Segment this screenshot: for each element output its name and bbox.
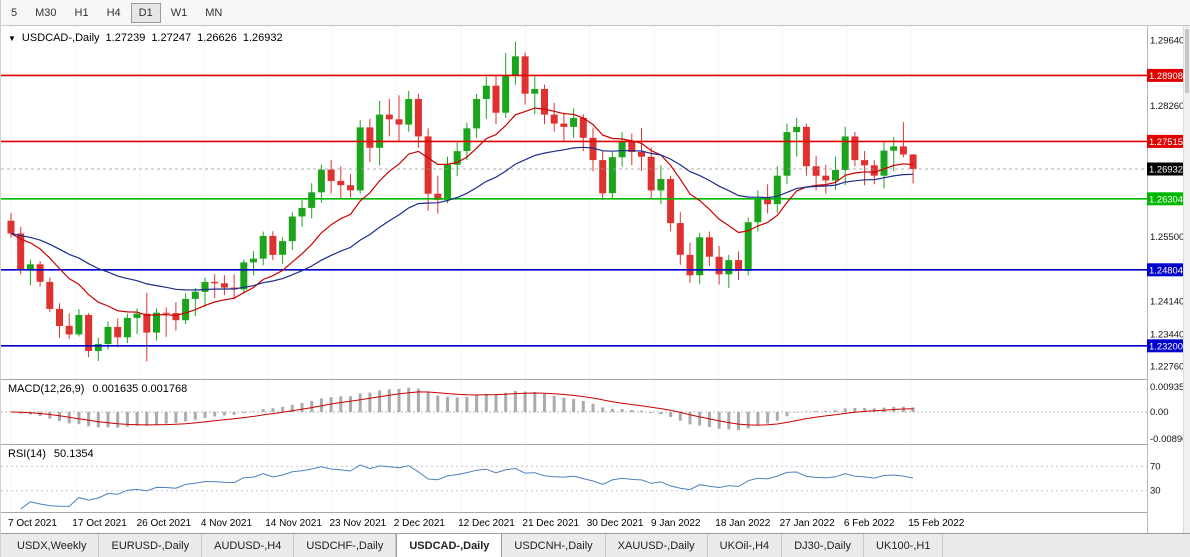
ma-slow-line bbox=[10, 146, 914, 291]
svg-text:1.26932: 1.26932 bbox=[1149, 165, 1183, 175]
rsi-indicator bbox=[1, 464, 1147, 510]
svg-text:1.23440: 1.23440 bbox=[1150, 330, 1184, 341]
price-axis[interactable]: 1.29640 1.28260 1.25500 1.24140 1.23440 1.227… bbox=[1150, 36, 1188, 497]
svg-text:-0.00890: -0.00890 bbox=[1150, 434, 1188, 445]
vertical-scrollbar[interactable] bbox=[1183, 26, 1190, 533]
chart-tab-audusd-h4[interactable]: AUDUSD-,H4 bbox=[202, 534, 295, 557]
timeframe-button-mn[interactable]: MN bbox=[205, 6, 223, 19]
chart-tab-usdchf-daily[interactable]: USDCHF-,Daily bbox=[294, 534, 397, 557]
svg-text:1.23200: 1.23200 bbox=[1149, 341, 1183, 351]
timeframe-button-w1[interactable]: W1 bbox=[170, 6, 188, 19]
price-badges: 1.28908 1.27515 1.26304 1.24804 1.23200 1.269… bbox=[1147, 68, 1185, 353]
chart-tab-dj30-daily[interactable]: DJ30-,Daily bbox=[782, 534, 865, 557]
svg-text:30: 30 bbox=[1150, 486, 1161, 497]
ma-fast-line bbox=[10, 107, 914, 317]
svg-text:1.25500: 1.25500 bbox=[1150, 232, 1184, 243]
svg-text:23 Nov 2021: 23 Nov 2021 bbox=[330, 518, 387, 529]
svg-text:4 Nov 2021: 4 Nov 2021 bbox=[201, 518, 253, 529]
timeframe-toolbar: 5 M30 H1 H4 D1 W1 MN bbox=[1, 0, 1190, 26]
svg-text:1.22760: 1.22760 bbox=[1150, 362, 1184, 373]
timeframe-button-h1[interactable]: H1 bbox=[74, 6, 89, 19]
svg-text:1.24804: 1.24804 bbox=[1149, 265, 1183, 275]
candlestick-series[interactable] bbox=[7, 41, 917, 362]
chart-tab-ukoil-h4[interactable]: UKOil-,H4 bbox=[708, 534, 783, 557]
svg-text:30 Dec 2021: 30 Dec 2021 bbox=[587, 518, 644, 529]
scrollbar-thumb[interactable] bbox=[1185, 29, 1189, 93]
chart-tab-eurusd-daily[interactable]: EURUSD-,Daily bbox=[99, 534, 203, 557]
chart-tab-usdcnh-daily[interactable]: USDCNH-,Daily bbox=[502, 534, 606, 557]
svg-text:2 Dec 2021: 2 Dec 2021 bbox=[394, 518, 446, 529]
svg-text:15 Feb 2022: 15 Feb 2022 bbox=[908, 518, 965, 529]
timeframe-button-5[interactable]: 5 bbox=[11, 6, 18, 19]
svg-text:1.29640: 1.29640 bbox=[1150, 36, 1184, 47]
svg-text:21 Dec 2021: 21 Dec 2021 bbox=[522, 518, 579, 529]
svg-text:9 Jan 2022: 9 Jan 2022 bbox=[651, 518, 701, 529]
svg-text:12 Dec 2021: 12 Dec 2021 bbox=[458, 518, 515, 529]
svg-text:0.00: 0.00 bbox=[1150, 407, 1169, 418]
svg-text:1.24140: 1.24140 bbox=[1150, 296, 1184, 307]
svg-text:0.00935: 0.00935 bbox=[1150, 382, 1184, 393]
macd-indicator bbox=[1, 387, 1147, 431]
chart-tabs-bar: USDX,Weekly EURUSD-,Daily AUDUSD-,H4 USDCHF… bbox=[1, 533, 1190, 557]
svg-text:70: 70 bbox=[1150, 461, 1161, 472]
time-axis[interactable]: 7 Oct 2021 17 Oct 2021 26 Oct 2021 4 Nov 20… bbox=[8, 518, 965, 529]
svg-text:6 Feb 2022: 6 Feb 2022 bbox=[844, 518, 895, 529]
svg-text:1.28908: 1.28908 bbox=[1149, 71, 1183, 81]
price-axis-background bbox=[1147, 26, 1190, 533]
chart-tab-uk100-h1[interactable]: UK100-,H1 bbox=[864, 534, 944, 557]
chart-tab-usdx-weekly[interactable]: USDX,Weekly bbox=[5, 534, 100, 557]
chart-tab-xauusd-daily[interactable]: XAUUSD-,Daily bbox=[606, 534, 708, 557]
svg-text:1.28260: 1.28260 bbox=[1150, 101, 1184, 112]
svg-text:26 Oct 2021: 26 Oct 2021 bbox=[137, 518, 192, 529]
svg-text:14 Nov 2021: 14 Nov 2021 bbox=[265, 518, 322, 529]
svg-text:1.27515: 1.27515 bbox=[1149, 137, 1183, 147]
svg-text:7 Oct 2021: 7 Oct 2021 bbox=[8, 518, 57, 529]
chart-area[interactable]: 1.29640 1.28260 1.25500 1.24140 1.23440 1.227… bbox=[1, 26, 1190, 533]
svg-text:17 Oct 2021: 17 Oct 2021 bbox=[72, 518, 127, 529]
timeframe-button-h4[interactable]: H4 bbox=[106, 6, 121, 19]
svg-text:27 Jan 2022: 27 Jan 2022 bbox=[780, 518, 835, 529]
timeframe-button-m30[interactable]: M30 bbox=[35, 6, 57, 19]
chart-canvas[interactable]: 1.29640 1.28260 1.25500 1.24140 1.23440 1.227… bbox=[1, 26, 1190, 533]
svg-text:18 Jan 2022: 18 Jan 2022 bbox=[715, 518, 770, 529]
timeframe-button-d1[interactable]: D1 bbox=[130, 2, 161, 23]
chart-tab-usdcad-daily[interactable]: USDCAD-,Daily bbox=[396, 534, 503, 557]
svg-text:1.26304: 1.26304 bbox=[1149, 194, 1183, 204]
horizontal-lines bbox=[1, 74, 1147, 347]
